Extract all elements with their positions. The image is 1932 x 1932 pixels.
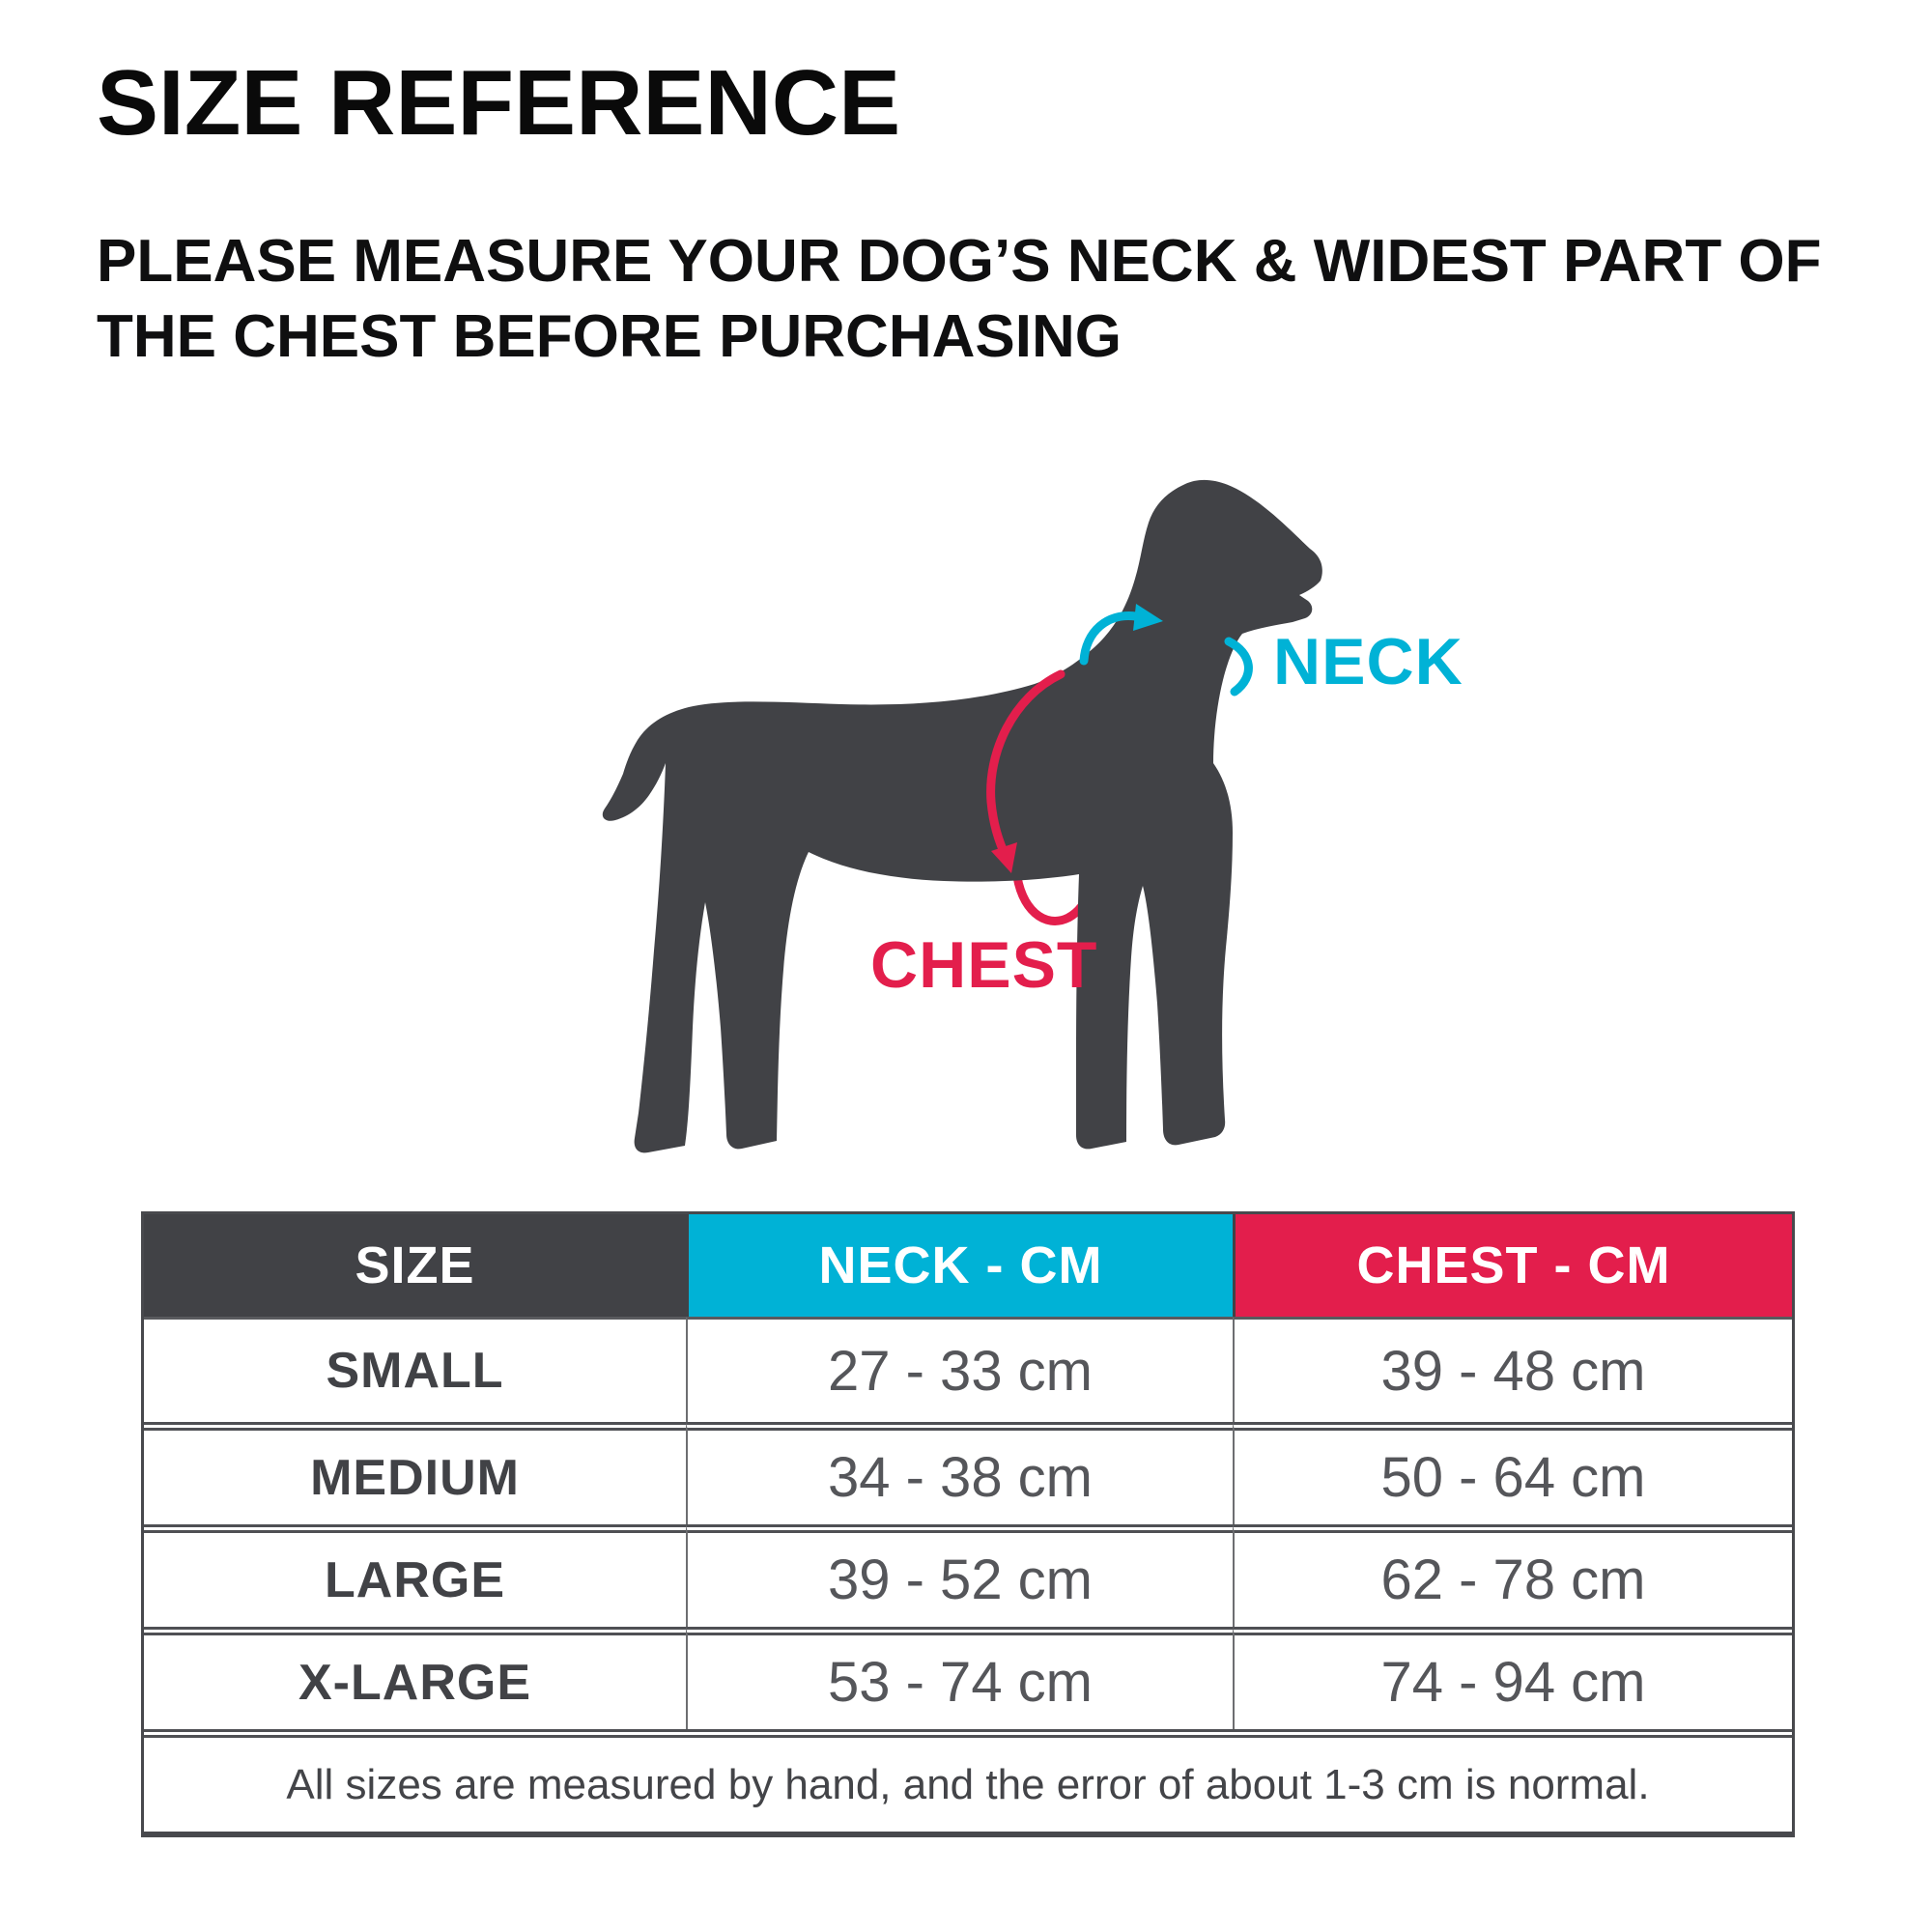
row-xlarge-chest: 74 - 94 cm <box>1233 1627 1792 1729</box>
neck-measure-arc-icon <box>1079 611 1141 666</box>
row-large-size: LARGE <box>144 1524 686 1627</box>
table-header-neck: NECK - CM <box>686 1214 1233 1317</box>
subtitle-line-1: PLEASE MEASURE YOUR DOG’S NECK & WIDEST … <box>97 228 1822 295</box>
dog-silhouette-icon <box>602 479 1322 1153</box>
row-small-size: SMALL <box>144 1317 686 1422</box>
row-small-chest: 39 - 48 cm <box>1233 1317 1792 1422</box>
row-xlarge-neck: 53 - 74 cm <box>686 1627 1233 1729</box>
chest-label: CHEST <box>870 928 1098 1002</box>
chest-arrowhead-icon <box>991 842 1017 873</box>
row-large-chest: 62 - 78 cm <box>1233 1524 1792 1627</box>
neck-label: NECK <box>1273 625 1463 698</box>
table-header-chest: CHEST - CM <box>1233 1214 1792 1317</box>
row-medium-chest: 50 - 64 cm <box>1233 1422 1792 1524</box>
neck-arrowhead-icon <box>1133 604 1163 631</box>
row-medium-size: MEDIUM <box>144 1422 686 1524</box>
row-small-neck: 27 - 33 cm <box>686 1317 1233 1422</box>
row-large-neck: 39 - 52 cm <box>686 1524 1233 1627</box>
row-xlarge-size: X-LARGE <box>144 1627 686 1729</box>
page-title: SIZE REFERENCE <box>97 51 901 155</box>
size-reference-table: SIZE NECK - CM CHEST - CM SMALL 27 - 33 … <box>141 1211 1795 1837</box>
neck-measure-crescent-icon <box>1224 637 1253 696</box>
subtitle: PLEASE MEASURE YOUR DOG’S NECK & WIDEST … <box>97 224 1822 375</box>
table-header-size: SIZE <box>144 1214 686 1317</box>
subtitle-line-2: THE CHEST BEFORE PURCHASING <box>97 303 1122 370</box>
table-footnote: All sizes are measured by hand, and the … <box>144 1729 1792 1832</box>
chest-measure-arc-icon <box>986 669 1065 863</box>
row-medium-neck: 34 - 38 cm <box>686 1422 1233 1524</box>
